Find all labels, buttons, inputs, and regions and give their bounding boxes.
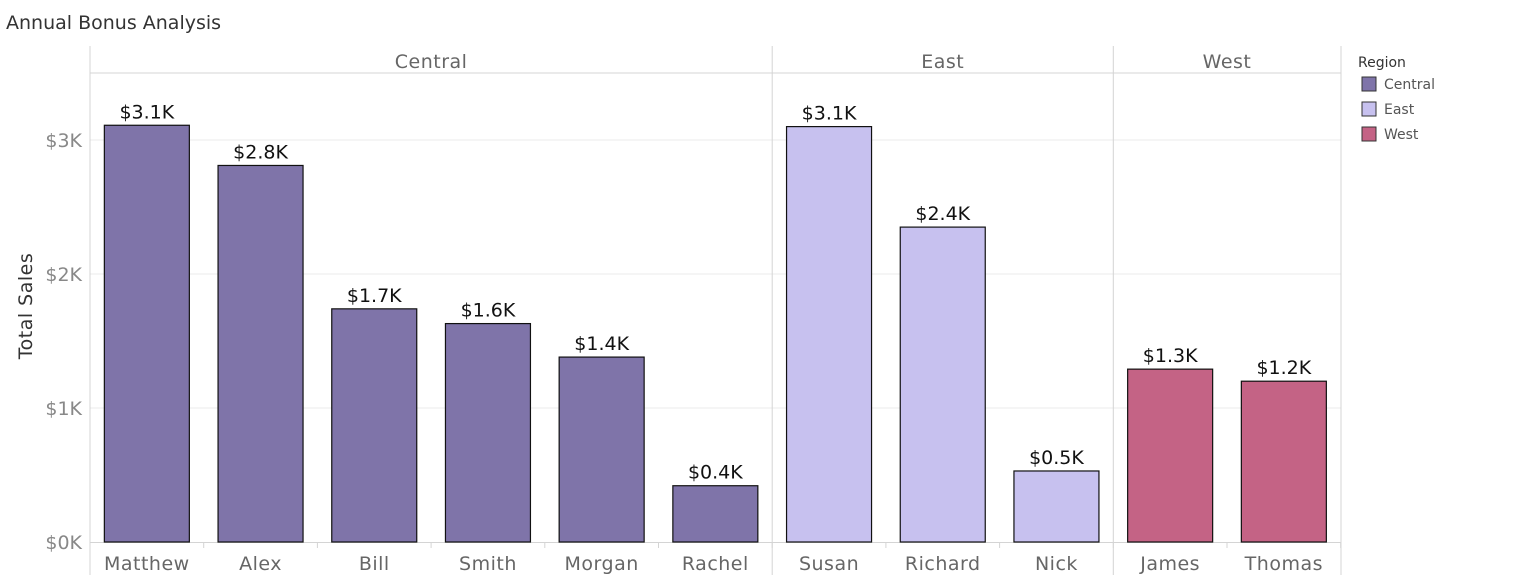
bar-bill[interactable] <box>331 308 418 543</box>
x-tick-label: Morgan <box>565 553 639 575</box>
data-label: $3.1K <box>119 101 174 123</box>
data-label: $2.4K <box>915 203 970 225</box>
x-tick-label: Alex <box>239 553 282 575</box>
bar-richard[interactable] <box>899 226 986 543</box>
legend-label-east[interactable]: East <box>1384 102 1415 118</box>
data-label: $1.2K <box>1256 357 1311 379</box>
legend-swatch-west[interactable] <box>1361 126 1377 142</box>
bars <box>103 124 1327 543</box>
x-tick-label: Susan <box>799 553 859 575</box>
bar-matthew[interactable] <box>103 124 190 543</box>
data-label: $1.3K <box>1143 345 1198 367</box>
x-tick-label: James <box>1139 553 1200 575</box>
legend-swatch-central[interactable] <box>1361 76 1377 92</box>
data-label: $1.4K <box>574 333 629 355</box>
data-label: $1.6K <box>461 300 516 322</box>
chart-title: Annual Bonus Analysis <box>6 12 221 34</box>
y-tick-label: $2K <box>45 264 82 286</box>
y-axis-title: Total Sales <box>15 253 37 360</box>
legend-label-west[interactable]: West <box>1384 127 1419 143</box>
x-tick-label: Bill <box>359 553 390 575</box>
pane-header-central: Central <box>395 51 468 73</box>
data-label: $2.8K <box>233 141 288 163</box>
data-label: $3.1K <box>802 103 857 125</box>
data-labels: $3.1K $2.8K $1.7K $1.6K $1.4K $0.4K $3.1K $2.4K… <box>119 101 1311 483</box>
x-tick-label: Richard <box>905 553 981 575</box>
pane-header-east: East <box>921 51 964 73</box>
pane-header-west: West <box>1203 51 1252 73</box>
y-tick-label: $3K <box>45 130 82 152</box>
x-tick-label: Matthew <box>104 553 190 575</box>
legend-swatch-east[interactable] <box>1361 101 1377 117</box>
bar-susan[interactable] <box>785 125 873 543</box>
data-label: $0.4K <box>688 462 743 484</box>
bar-nick[interactable] <box>1013 470 1100 543</box>
bar-rachel[interactable] <box>672 485 759 543</box>
legend-title: Region <box>1358 55 1406 71</box>
x-tick-label: Rachel <box>682 553 749 575</box>
legend: Region Central East West <box>1358 55 1435 143</box>
bar-alex[interactable] <box>217 164 304 543</box>
x-tick-label: Thomas <box>1244 553 1323 575</box>
bar-thomas[interactable] <box>1240 380 1327 543</box>
x-tick-label: Nick <box>1035 553 1078 575</box>
y-tick-label: $0K <box>45 532 82 554</box>
legend-label-central[interactable]: Central <box>1384 77 1435 93</box>
y-tick-label: $1K <box>45 398 82 420</box>
data-label: $1.7K <box>347 285 402 307</box>
bar-james[interactable] <box>1127 368 1214 543</box>
bar-morgan[interactable] <box>558 356 645 543</box>
x-tick-label: Smith <box>459 553 517 575</box>
data-label: $0.5K <box>1029 447 1084 469</box>
bar-smith[interactable] <box>444 322 532 543</box>
